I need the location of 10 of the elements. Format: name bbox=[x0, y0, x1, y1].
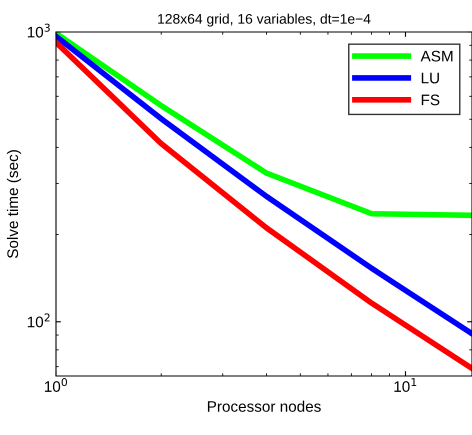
x-tick-label: 10$^{0}$ bbox=[44, 378, 68, 392]
legend-label: LU bbox=[422, 72, 439, 84]
y-tick-label: 10$^{3}$ bbox=[28, 24, 50, 38]
y-axis-title: Solve time (sec) bbox=[6, 150, 22, 258]
x-tick-label: 10$^{1}$ bbox=[394, 378, 416, 392]
y-tick-label: 10$^{2}$ bbox=[28, 313, 50, 328]
legend-label: FS bbox=[422, 94, 440, 106]
legend-label: ASM bbox=[420, 50, 452, 62]
x-axis-title: Processor nodes bbox=[208, 400, 321, 412]
chart-title: 128x64 grid, 16 variables, dt=1e−4 bbox=[158, 14, 371, 27]
